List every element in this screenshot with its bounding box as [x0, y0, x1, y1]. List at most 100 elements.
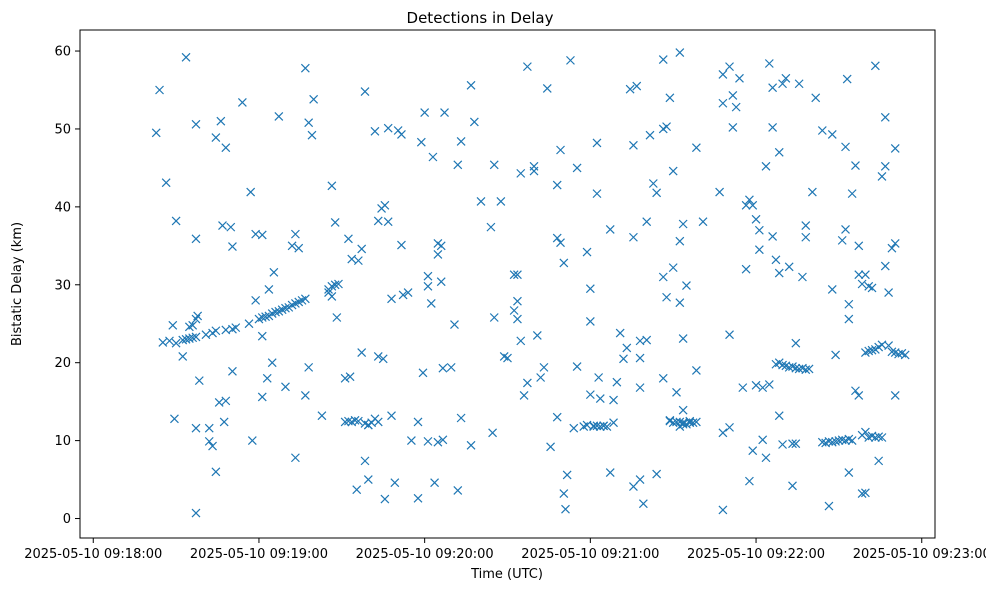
data-point-marker [300, 390, 310, 400]
data-point-marker [857, 279, 867, 289]
data-point-marker [516, 336, 526, 346]
data-point-marker [155, 85, 164, 95]
data-point-marker [423, 271, 433, 281]
data-point-marker [340, 373, 350, 383]
data-point-marker [841, 225, 850, 234]
data-point-marker [738, 383, 748, 393]
data-point-marker [327, 181, 337, 191]
data-point-marker [791, 338, 801, 348]
data-point-marker [556, 238, 565, 248]
x-axis-label: Time (UTC) [470, 567, 543, 582]
data-point-marker [844, 299, 854, 309]
data-point-marker [416, 137, 426, 147]
data-point-marker [668, 263, 678, 273]
data-points [151, 48, 910, 518]
data-point-marker [211, 133, 221, 142]
data-point-marker [854, 270, 864, 280]
data-point-marker [758, 435, 768, 445]
data-point-marker [546, 442, 556, 452]
data-point-marker [758, 383, 768, 393]
data-point-marker [257, 313, 267, 322]
data-point-marker [748, 446, 758, 456]
data-point-marker [178, 352, 188, 361]
data-point-marker [426, 299, 436, 308]
data-point-marker [572, 163, 582, 173]
data-point-marker [352, 485, 362, 495]
data-point-marker [788, 439, 797, 449]
data-point-marker [267, 358, 277, 368]
data-point-marker [542, 84, 552, 93]
data-point-marker [433, 249, 443, 259]
data-point-marker [353, 256, 363, 266]
data-point-marker [817, 126, 827, 135]
data-point-marker [844, 468, 854, 477]
data-point-marker [522, 378, 532, 388]
data-point-marker [900, 350, 910, 360]
data-point-marker [605, 468, 615, 477]
data-point-marker [453, 486, 463, 495]
data-point-marker [246, 187, 256, 197]
data-point-marker [556, 145, 565, 155]
data-point-marker [854, 390, 864, 400]
data-point-marker [867, 283, 877, 293]
data-point-marker [221, 396, 231, 406]
data-point-marker [652, 469, 662, 479]
data-point-marker [592, 189, 602, 199]
data-point-marker [453, 160, 463, 170]
y-axis-ticks: 0 10 20 30 40 50 60 [54, 45, 80, 527]
data-point-marker [890, 390, 900, 400]
data-point-marker [788, 481, 797, 491]
data-point-marker [397, 129, 406, 139]
x-tick-label: 2025-05-10 09:22:00 [687, 547, 825, 562]
data-point-marker [486, 222, 496, 232]
data-point-marker [403, 288, 413, 297]
data-point-marker [754, 225, 764, 235]
data-point-marker [847, 189, 857, 199]
data-point-marker [221, 143, 231, 153]
data-point-marker [456, 413, 466, 423]
data-point-marker [188, 320, 198, 330]
data-point-marker [529, 161, 539, 171]
data-point-marker [191, 332, 201, 342]
data-point-marker [771, 255, 781, 265]
data-point-marker [309, 94, 319, 104]
data-point-marker [718, 69, 728, 79]
data-point-marker [768, 122, 778, 132]
data-point-marker [648, 179, 658, 188]
data-point-marker [629, 482, 638, 492]
data-point-marker [373, 352, 383, 361]
data-point-marker [582, 420, 592, 430]
data-point-marker [516, 168, 526, 178]
data-point-marker [619, 354, 628, 364]
data-point-marker [350, 415, 360, 425]
data-point-marker [244, 319, 254, 329]
data-point-marker [418, 368, 428, 378]
data-point-marker [513, 314, 522, 324]
data-point-marker [877, 172, 887, 181]
data-point-marker [168, 320, 178, 330]
data-point-marker [827, 129, 837, 139]
data-point-marker [609, 418, 618, 428]
data-point-marker [281, 303, 290, 313]
data-point-marker [890, 144, 900, 153]
plot-area-frame [79, 29, 936, 539]
data-point-marker [536, 373, 546, 382]
data-point-marker [725, 62, 734, 72]
data-point-marker [552, 412, 562, 422]
data-point-marker [804, 364, 814, 374]
data-point-marker [764, 59, 774, 68]
data-point-marker [469, 117, 479, 127]
data-point-marker [880, 112, 890, 122]
data-point-marker [887, 243, 897, 253]
data-point-marker [344, 234, 353, 244]
data-point-marker [764, 380, 774, 389]
data-point-marker [300, 63, 310, 73]
data-point-marker [884, 341, 894, 350]
data-point-marker [592, 421, 602, 431]
data-point-marker [378, 354, 388, 364]
data-point-marker [380, 494, 390, 504]
data-point-marker [675, 298, 685, 308]
data-point-marker [609, 395, 618, 405]
data-point-marker [585, 316, 595, 326]
data-point-marker [158, 338, 168, 347]
